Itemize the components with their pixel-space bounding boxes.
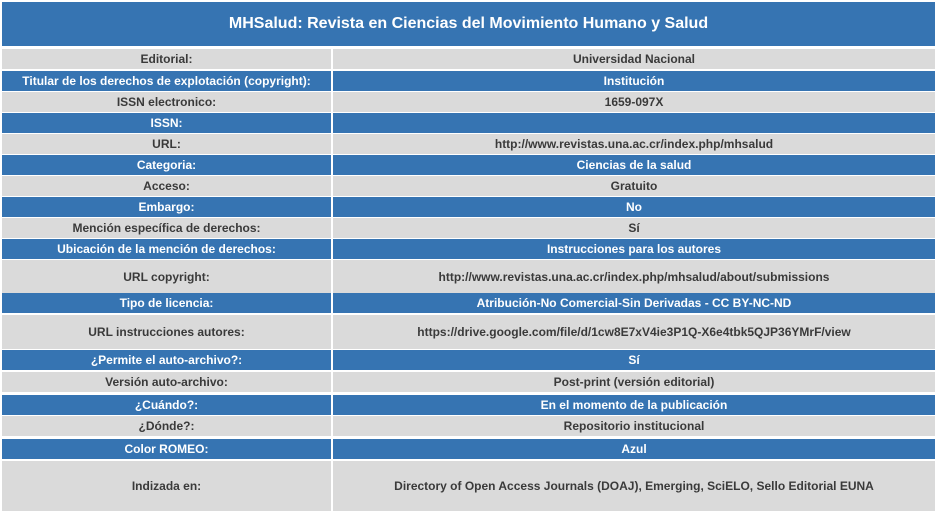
row-indexed-in: Indizada en: Directory of Open Access Jo… xyxy=(2,461,935,511)
row-value: Institución xyxy=(333,71,935,91)
row-label: Tipo de licencia: xyxy=(2,293,331,313)
row-value: No xyxy=(333,197,935,217)
row-label: ¿Cuándo?: xyxy=(2,395,331,415)
row-license-type: Tipo de licencia: Atribución-No Comercia… xyxy=(2,293,935,313)
row-value: Sí xyxy=(333,350,935,370)
row-rights-mention: Mención específica de derechos: Sí xyxy=(2,218,935,238)
row-url-copyright: URL copyright: http://www.revistas.una.a… xyxy=(2,260,935,293)
row-where: ¿Dónde?: Repositorio institucional xyxy=(2,416,935,436)
row-url: URL: http://www.revistas.una.ac.cr/index… xyxy=(2,134,935,154)
row-value: Post-print (versión editorial) xyxy=(333,372,935,392)
row-label: ISSN: xyxy=(2,113,331,133)
row-label: ¿Permite el auto-archivo?: xyxy=(2,350,331,370)
row-romeo-color: Color ROMEO: Azul xyxy=(2,439,935,459)
row-label: Mención específica de derechos: xyxy=(2,218,331,238)
row-archiving-version: Versión auto-archivo: Post-print (versió… xyxy=(2,372,935,392)
row-value: Gratuito xyxy=(333,176,935,196)
row-value: Directory of Open Access Journals (DOAJ)… xyxy=(333,461,935,511)
row-label: Indizada en: xyxy=(2,461,331,511)
row-label: Acceso: xyxy=(2,176,331,196)
row-label: Categoria: xyxy=(2,155,331,175)
row-value: Instrucciones para los autores xyxy=(333,239,935,259)
row-label: ISSN electronico: xyxy=(2,92,331,112)
row-access: Acceso: Gratuito xyxy=(2,176,935,196)
row-value: Universidad Nacional xyxy=(333,49,935,69)
row-value: Ciencias de la salud xyxy=(333,155,935,175)
row-label: Embargo: xyxy=(2,197,331,217)
copyright-url-link[interactable]: http://www.revistas.una.ac.cr/index.php/… xyxy=(333,260,935,293)
row-copyright-holder: Titular de los derechos de explotación (… xyxy=(2,71,935,91)
row-issn-electronic: ISSN electronico: 1659-097X xyxy=(2,92,935,112)
row-label: Editorial: xyxy=(2,49,331,69)
row-label: Ubicación de la mención de derechos: xyxy=(2,239,331,259)
row-label: URL instrucciones autores: xyxy=(2,315,331,349)
row-value: Atribución-No Comercial-Sin Derivadas - … xyxy=(333,293,935,313)
row-value xyxy=(333,113,935,133)
row-when: ¿Cuándo?: En el momento de la publicació… xyxy=(2,395,935,415)
journal-title: MHSalud: Revista en Ciencias del Movimie… xyxy=(2,2,935,46)
row-issn: ISSN: xyxy=(2,113,935,133)
row-value: En el momento de la publicación xyxy=(333,395,935,415)
row-value: 1659-097X xyxy=(333,92,935,112)
row-rights-location: Ubicación de la mención de derechos: Ins… xyxy=(2,239,935,259)
row-editorial: Editorial: Universidad Nacional xyxy=(2,49,935,69)
row-label: URL: xyxy=(2,134,331,154)
journal-url-link[interactable]: http://www.revistas.una.ac.cr/index.php/… xyxy=(333,134,935,154)
row-value: Sí xyxy=(333,218,935,238)
row-url-author-instructions: URL instrucciones autores: https://drive… xyxy=(2,315,935,349)
row-embargo: Embargo: No xyxy=(2,197,935,217)
row-category: Categoria: Ciencias de la salud xyxy=(2,155,935,175)
row-label: URL copyright: xyxy=(2,260,331,293)
row-label: Color ROMEO: xyxy=(2,439,331,459)
row-label: Titular de los derechos de explotación (… xyxy=(2,71,331,91)
row-value: Azul xyxy=(333,439,935,459)
row-label: Versión auto-archivo: xyxy=(2,372,331,392)
row-value: Repositorio institucional xyxy=(333,416,935,436)
row-self-archiving: ¿Permite el auto-archivo?: Sí xyxy=(2,350,935,370)
row-label: ¿Dónde?: xyxy=(2,416,331,436)
author-instructions-url-link[interactable]: https://drive.google.com/file/d/1cw8E7xV… xyxy=(333,315,935,349)
